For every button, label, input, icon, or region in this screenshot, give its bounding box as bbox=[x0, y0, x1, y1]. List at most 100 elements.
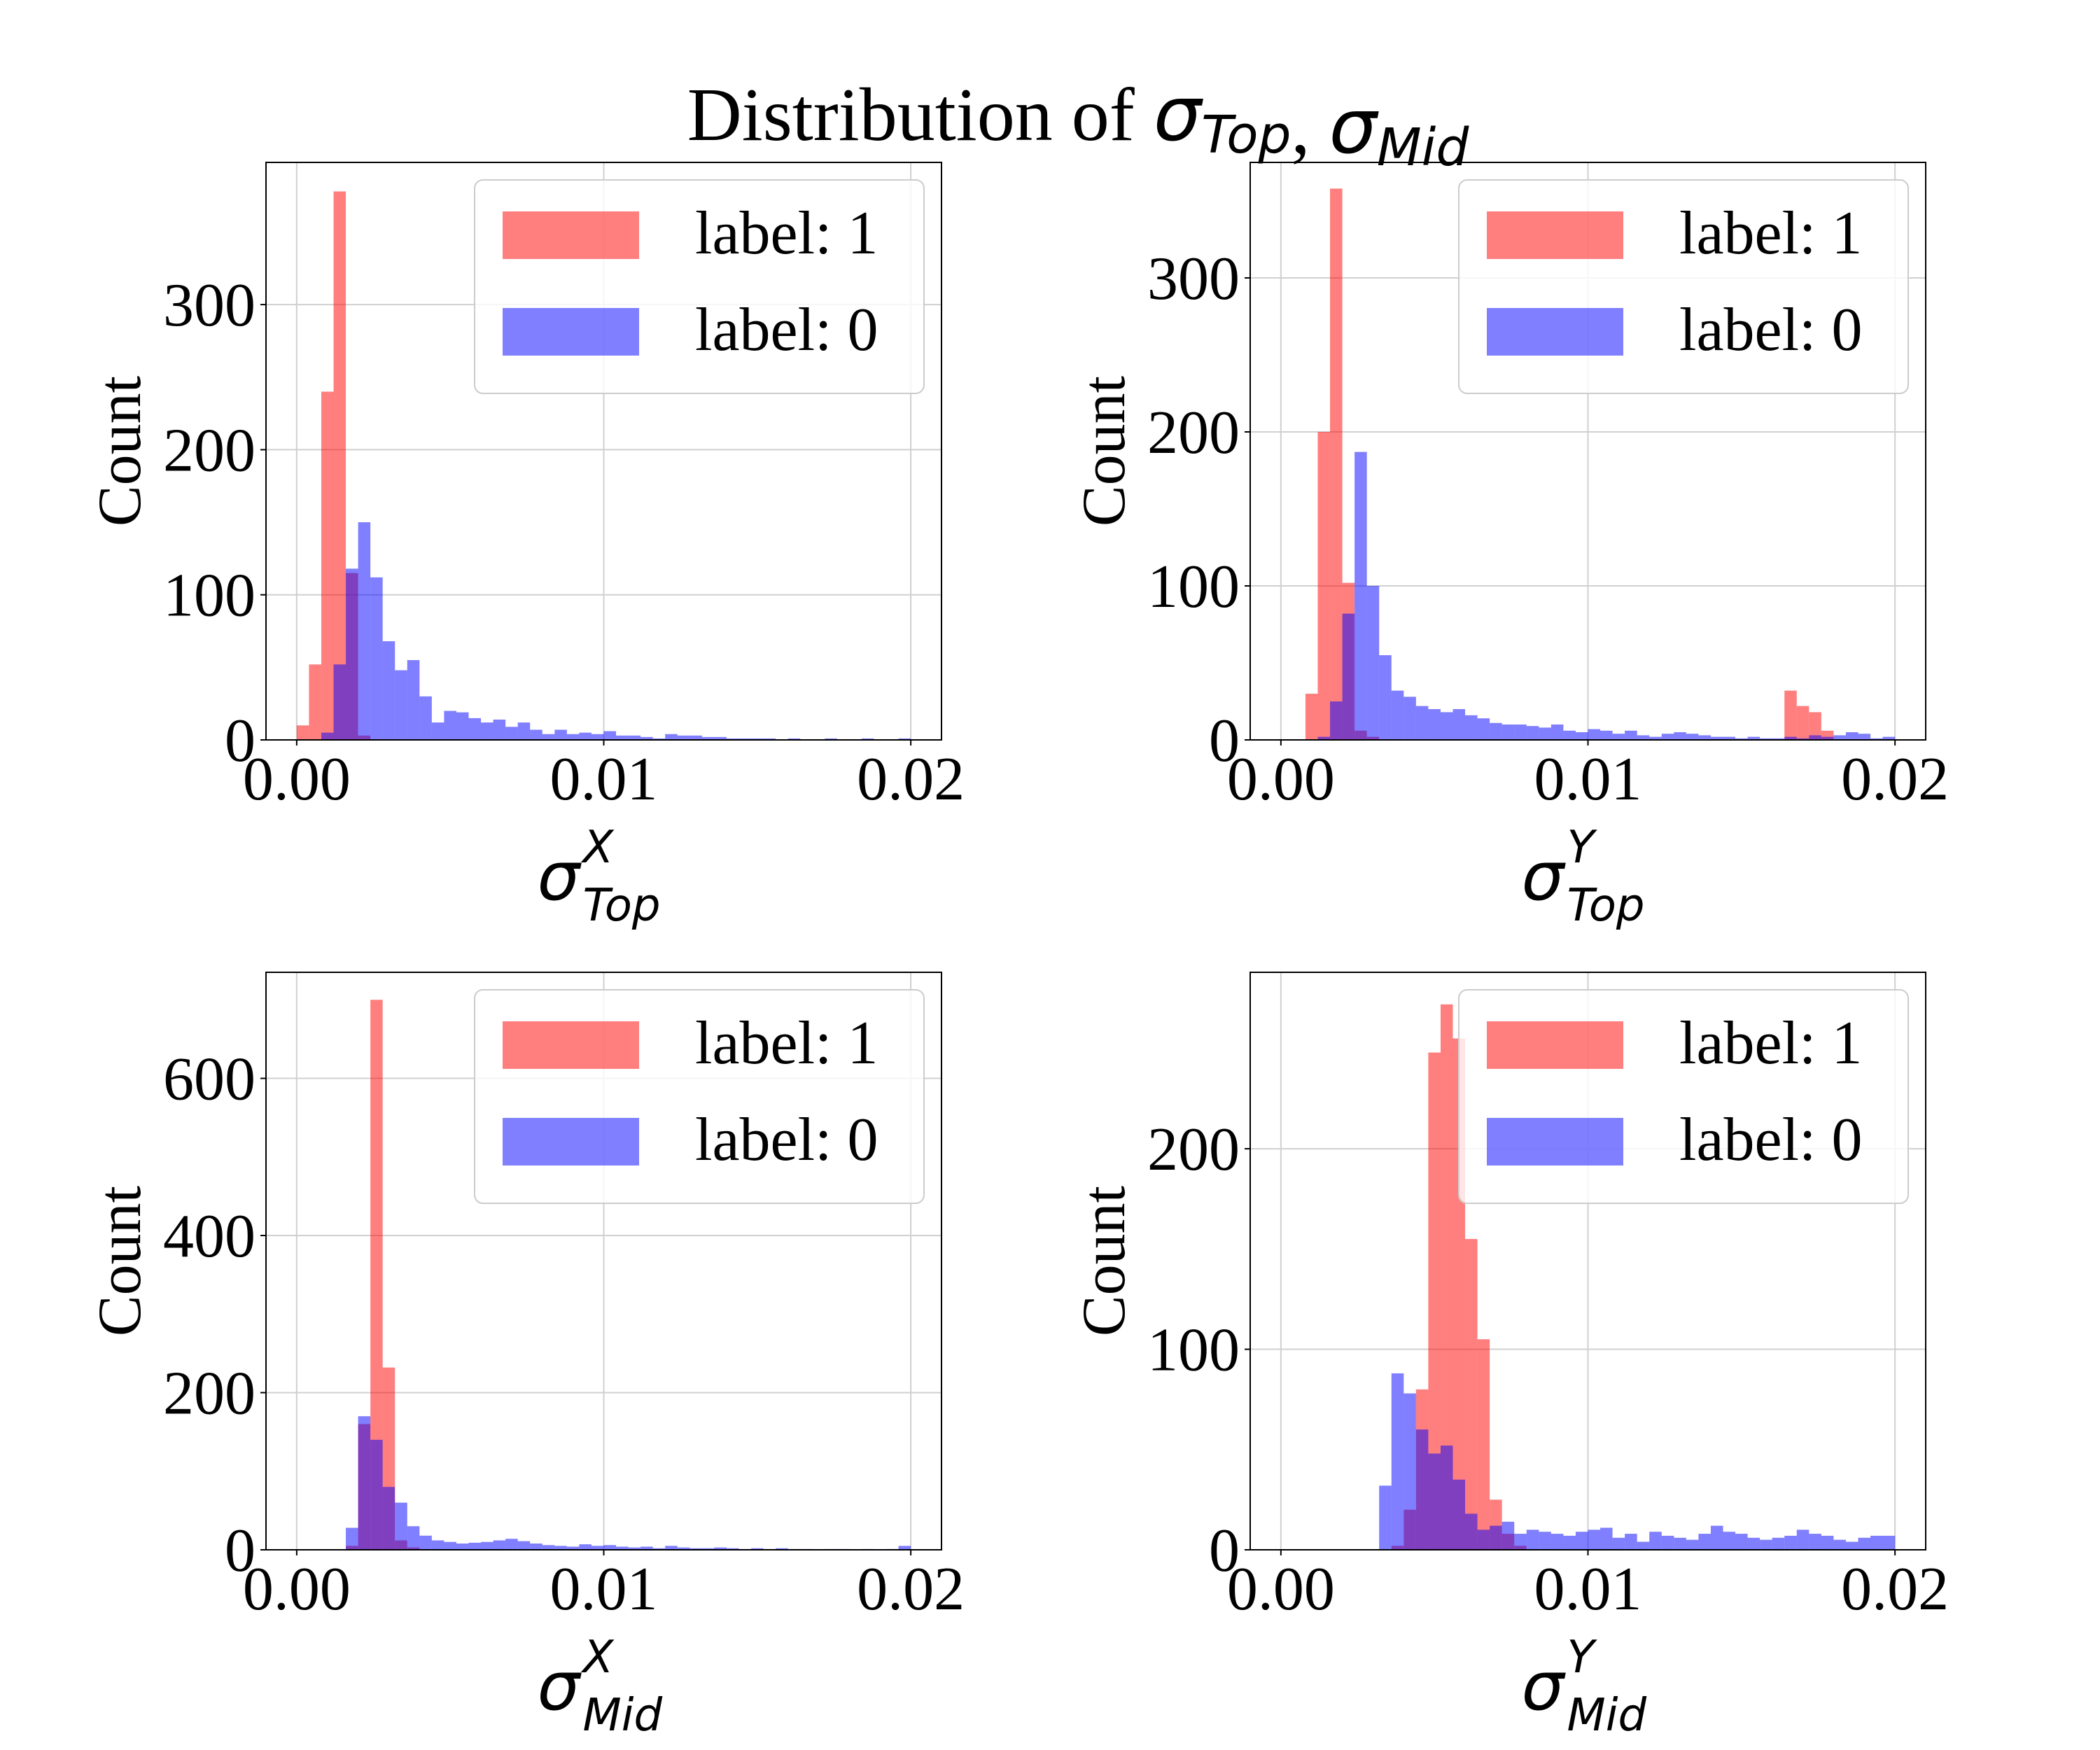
y-tick-label: 0 bbox=[225, 1517, 255, 1585]
histogram-bar bbox=[1317, 736, 1331, 740]
histogram-bar bbox=[1612, 734, 1625, 740]
y-tick-label: 0 bbox=[225, 707, 255, 775]
histogram-bar bbox=[616, 735, 629, 740]
histogram-bar bbox=[1404, 1393, 1416, 1550]
figure-title-subscript: Mid bbox=[1377, 118, 1469, 178]
histogram-bar bbox=[726, 738, 739, 740]
histogram-bar bbox=[1845, 1541, 1858, 1550]
histogram-bar bbox=[1428, 1453, 1441, 1550]
histogram-bar bbox=[1772, 738, 1785, 740]
histogram-bar bbox=[517, 1541, 531, 1550]
x-tick-label: 0.00 bbox=[243, 1555, 351, 1623]
histogram-bar bbox=[1526, 1530, 1539, 1550]
histogram-bar bbox=[566, 1546, 580, 1550]
histogram-bar bbox=[358, 1416, 371, 1550]
histogram-bar bbox=[1588, 729, 1601, 740]
x-axis-label-superscript: X bbox=[581, 822, 615, 874]
histogram-bar bbox=[1490, 722, 1502, 740]
x-tick-label: 0.01 bbox=[1534, 746, 1642, 813]
histogram-bar bbox=[861, 738, 874, 740]
y-tick-label: 200 bbox=[1147, 399, 1240, 467]
histogram-bar bbox=[640, 736, 653, 740]
histogram-bar bbox=[1698, 1534, 1711, 1550]
legend: label: 1 label: 0 bbox=[474, 179, 925, 394]
histogram-bar bbox=[481, 722, 493, 740]
histogram-bar bbox=[1305, 694, 1318, 740]
histogram-bar bbox=[1440, 712, 1453, 740]
histogram-bar bbox=[1477, 1530, 1490, 1550]
histogram-bar bbox=[346, 1527, 358, 1550]
histogram-bar bbox=[677, 735, 690, 740]
figure-title-separator: , bbox=[1291, 86, 1329, 169]
histogram-bar bbox=[1465, 1513, 1478, 1550]
histogram-bar bbox=[616, 1546, 629, 1550]
histogram-bar bbox=[1404, 696, 1416, 740]
series-label-0-bars bbox=[321, 522, 911, 740]
histogram-bar bbox=[665, 734, 678, 740]
histogram-bar bbox=[530, 729, 542, 740]
histogram-bar bbox=[419, 696, 432, 740]
legend-label: label: 1 bbox=[1679, 1009, 1862, 1077]
histogram-bar bbox=[1502, 1521, 1515, 1550]
histogram-bar bbox=[1821, 1535, 1834, 1550]
y-tick-label: 100 bbox=[1147, 553, 1240, 621]
legend-label: label: 1 bbox=[695, 1009, 878, 1077]
histogram-bar bbox=[763, 738, 776, 740]
histogram-bar bbox=[1539, 1532, 1551, 1550]
x-axis-label-subscript: Top bbox=[583, 880, 661, 932]
y-tick-label: 100 bbox=[163, 562, 255, 630]
figure-title-sigma: σ bbox=[1154, 71, 1204, 158]
histogram-bar bbox=[493, 1540, 506, 1550]
histogram-bar bbox=[505, 1539, 518, 1550]
histogram-bar bbox=[1858, 734, 1871, 740]
histogram-bar bbox=[1428, 1052, 1441, 1550]
histogram-bar bbox=[714, 736, 727, 740]
y-tick-label: 0 bbox=[1209, 707, 1240, 775]
histogram-bar bbox=[1391, 1373, 1404, 1550]
histogram-bar bbox=[1588, 1530, 1601, 1550]
histogram-bar bbox=[407, 659, 420, 740]
histogram-bar bbox=[1674, 1537, 1686, 1550]
histogram-bar bbox=[1563, 730, 1576, 740]
legend-swatch-label-1 bbox=[503, 1021, 639, 1069]
histogram-bar bbox=[1772, 1537, 1785, 1550]
legend-label: label: 0 bbox=[695, 1106, 878, 1174]
x-tick-label: 0.02 bbox=[857, 746, 965, 813]
x-axis-label-superscript: Y bbox=[1567, 822, 1598, 874]
histogram-bar bbox=[1723, 736, 1736, 740]
x-tick-label: 0.01 bbox=[550, 746, 658, 813]
legend-swatch-label-1 bbox=[503, 211, 639, 259]
histogram-bar bbox=[456, 1544, 469, 1550]
histogram-bar bbox=[1809, 712, 1821, 740]
histogram-bar bbox=[1796, 738, 1809, 740]
y-tick-label: 200 bbox=[163, 416, 255, 484]
histogram-bar bbox=[1747, 736, 1760, 740]
histogram-bar bbox=[1809, 735, 1821, 740]
histogram-bar bbox=[1415, 706, 1429, 740]
histogram-bar bbox=[321, 391, 334, 740]
histogram-bar bbox=[554, 1546, 567, 1550]
legend-label: label: 0 bbox=[1679, 296, 1862, 364]
histogram-bar bbox=[1710, 1525, 1723, 1550]
histogram-bar bbox=[431, 722, 444, 740]
histogram-bar bbox=[603, 1545, 617, 1550]
histogram-bar bbox=[481, 1541, 493, 1550]
y-tick-label: 200 bbox=[163, 1360, 255, 1428]
x-tick-label: 0.01 bbox=[1534, 1555, 1642, 1623]
histogram-bar bbox=[1809, 1534, 1821, 1550]
histogram-bar bbox=[554, 729, 567, 740]
histogram-bar bbox=[1747, 1537, 1760, 1550]
histogram-bar bbox=[1796, 706, 1809, 740]
histogram-bar bbox=[1649, 1532, 1662, 1550]
histogram-bar bbox=[1600, 1527, 1613, 1550]
histogram-bar bbox=[1452, 709, 1466, 740]
histogram-bar bbox=[1539, 727, 1551, 740]
histogram-bar bbox=[321, 732, 334, 740]
x-axis-label: σ bbox=[538, 1647, 582, 1726]
histogram-bar bbox=[714, 1547, 727, 1550]
histogram-bar bbox=[1870, 1535, 1883, 1550]
y-axis-label: Count bbox=[1070, 376, 1138, 526]
histogram-bar bbox=[456, 712, 469, 740]
